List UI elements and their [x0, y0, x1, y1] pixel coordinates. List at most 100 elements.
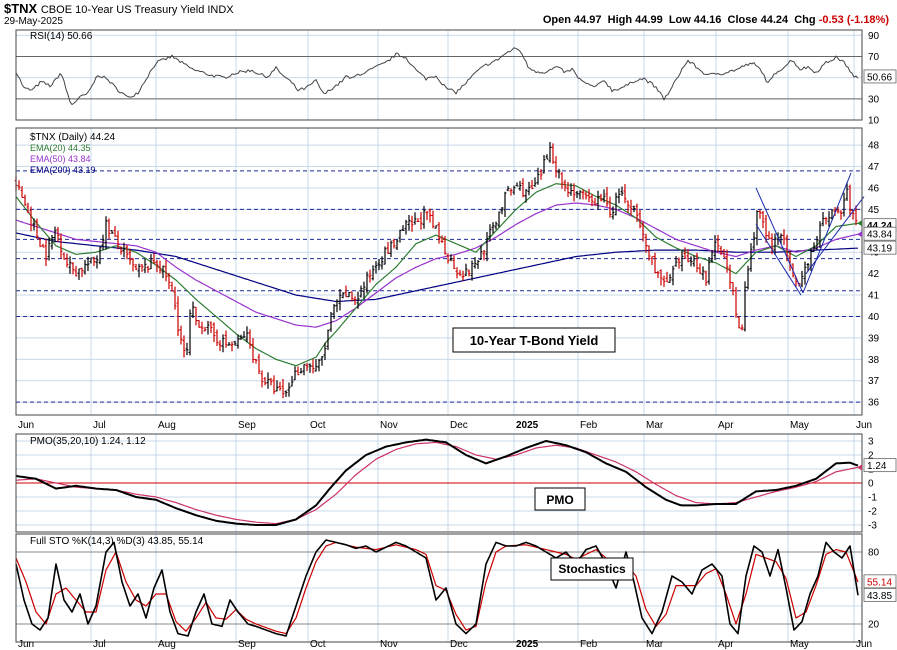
price-bar: [188, 309, 192, 356]
price-bar: [248, 329, 252, 349]
price-bar: [623, 184, 627, 204]
price-legend-ema20: EMA(20) 44.35: [30, 143, 91, 153]
price-bar: [338, 289, 342, 311]
price-bar: [764, 214, 768, 243]
price-bar: [71, 262, 75, 275]
price-bar: [551, 143, 555, 164]
price-bar: [572, 183, 576, 202]
sto-legend: Full STO %K(14,3) %D(3) 43.85, 55.14: [30, 536, 204, 547]
price-bar: [410, 215, 414, 232]
ema50-line: [15, 202, 859, 328]
price-bar: [350, 291, 354, 302]
close-value: 44.24: [760, 14, 789, 26]
price-bar: [353, 296, 357, 306]
price-bar: [422, 205, 426, 229]
pmo-line: [15, 438, 859, 526]
price-bar: [731, 282, 735, 296]
price-bar: [578, 190, 582, 200]
price-xtick-label: 2025: [516, 420, 539, 431]
sto-xtick-label: Aug: [158, 639, 176, 650]
price-bar: [155, 259, 159, 273]
price-bar: [545, 154, 549, 160]
price-bar: [413, 212, 417, 225]
price-xtick-label: Sep: [238, 420, 256, 431]
price-bar: [77, 268, 81, 280]
symbol: $TNX: [4, 1, 38, 16]
price-bar: [230, 341, 234, 352]
price-bar: [824, 217, 828, 225]
price-bar: [479, 245, 483, 261]
price-legend-ema200: EMA(200) 43.19: [30, 165, 96, 175]
price-bar: [101, 234, 105, 251]
rsi-line: [15, 47, 859, 106]
rsi-ytick-label: 30: [868, 94, 880, 105]
price-bar: [644, 233, 648, 253]
price-bar: [509, 188, 513, 196]
price-bar: [602, 189, 606, 203]
price-bar: [38, 238, 42, 248]
rsi-ytick-label: 90: [868, 31, 880, 42]
price-bar: [227, 341, 231, 346]
price-bar: [692, 255, 696, 267]
price-bar: [278, 381, 282, 391]
price-bar: [74, 265, 78, 277]
price-bar: [206, 320, 210, 335]
rsi-ytick-label: 70: [868, 52, 880, 63]
price-bar: [176, 296, 180, 337]
price-bar: [143, 258, 147, 273]
price-bar: [734, 287, 738, 318]
price-ytick-label: 48: [868, 141, 880, 152]
price-bar: [305, 362, 309, 372]
price-legend-symbol: $TNX (Daily) 44.24: [30, 132, 115, 143]
price-bar: [803, 261, 807, 285]
price-bar: [527, 181, 531, 196]
price-bar: [563, 179, 567, 192]
price-ytick-label: 39: [868, 333, 880, 344]
price-bar: [491, 222, 495, 234]
svg-text:Stochastics: Stochastics: [558, 562, 626, 576]
low-label: Low: [668, 14, 691, 26]
price-bar: [404, 219, 408, 235]
price-bar: [587, 188, 591, 203]
price-bar: [626, 200, 630, 213]
price-bar: [548, 141, 552, 163]
price-bar: [113, 226, 117, 237]
price-bar: [107, 218, 111, 240]
price-bar: [50, 234, 54, 250]
price-bar: [302, 363, 306, 376]
price-bar: [581, 189, 585, 200]
trend-line: [805, 196, 865, 274]
price-bar: [464, 263, 468, 277]
price-bar: [617, 188, 621, 204]
price-bar: [323, 342, 327, 361]
price-bar: [68, 256, 72, 274]
price-bar: [95, 255, 99, 269]
price-bar: [620, 186, 624, 196]
price-ytick-label: 47: [868, 162, 880, 173]
price-bar: [668, 274, 672, 283]
price-bar: [203, 326, 207, 332]
price-bar: [482, 249, 486, 261]
price-bar: [149, 254, 153, 270]
price-bar: [266, 372, 270, 389]
pmo-ytick-label: 3: [868, 437, 874, 448]
sto-xtick-label: Jun: [856, 639, 872, 650]
price-bar: [842, 192, 846, 217]
price-bar: [452, 255, 456, 270]
price-ytick-label: 36: [868, 398, 880, 409]
price-bar: [497, 211, 501, 228]
price-bar: [647, 245, 651, 261]
price-bar: [605, 186, 609, 207]
price-bar: [185, 342, 189, 356]
price-ytick-label: 38: [868, 355, 880, 366]
price-bar: [389, 240, 393, 258]
price-bar: [356, 291, 360, 309]
price-bar: [347, 291, 351, 298]
price-bar: [500, 207, 504, 215]
price-bar: [194, 306, 198, 326]
price-ytick-label: 45: [868, 205, 880, 216]
price-bar: [308, 363, 312, 373]
price-bar: [608, 196, 612, 218]
price-annotation: 10-Year T-Bond Yield: [452, 327, 616, 353]
price-bar: [17, 180, 21, 190]
